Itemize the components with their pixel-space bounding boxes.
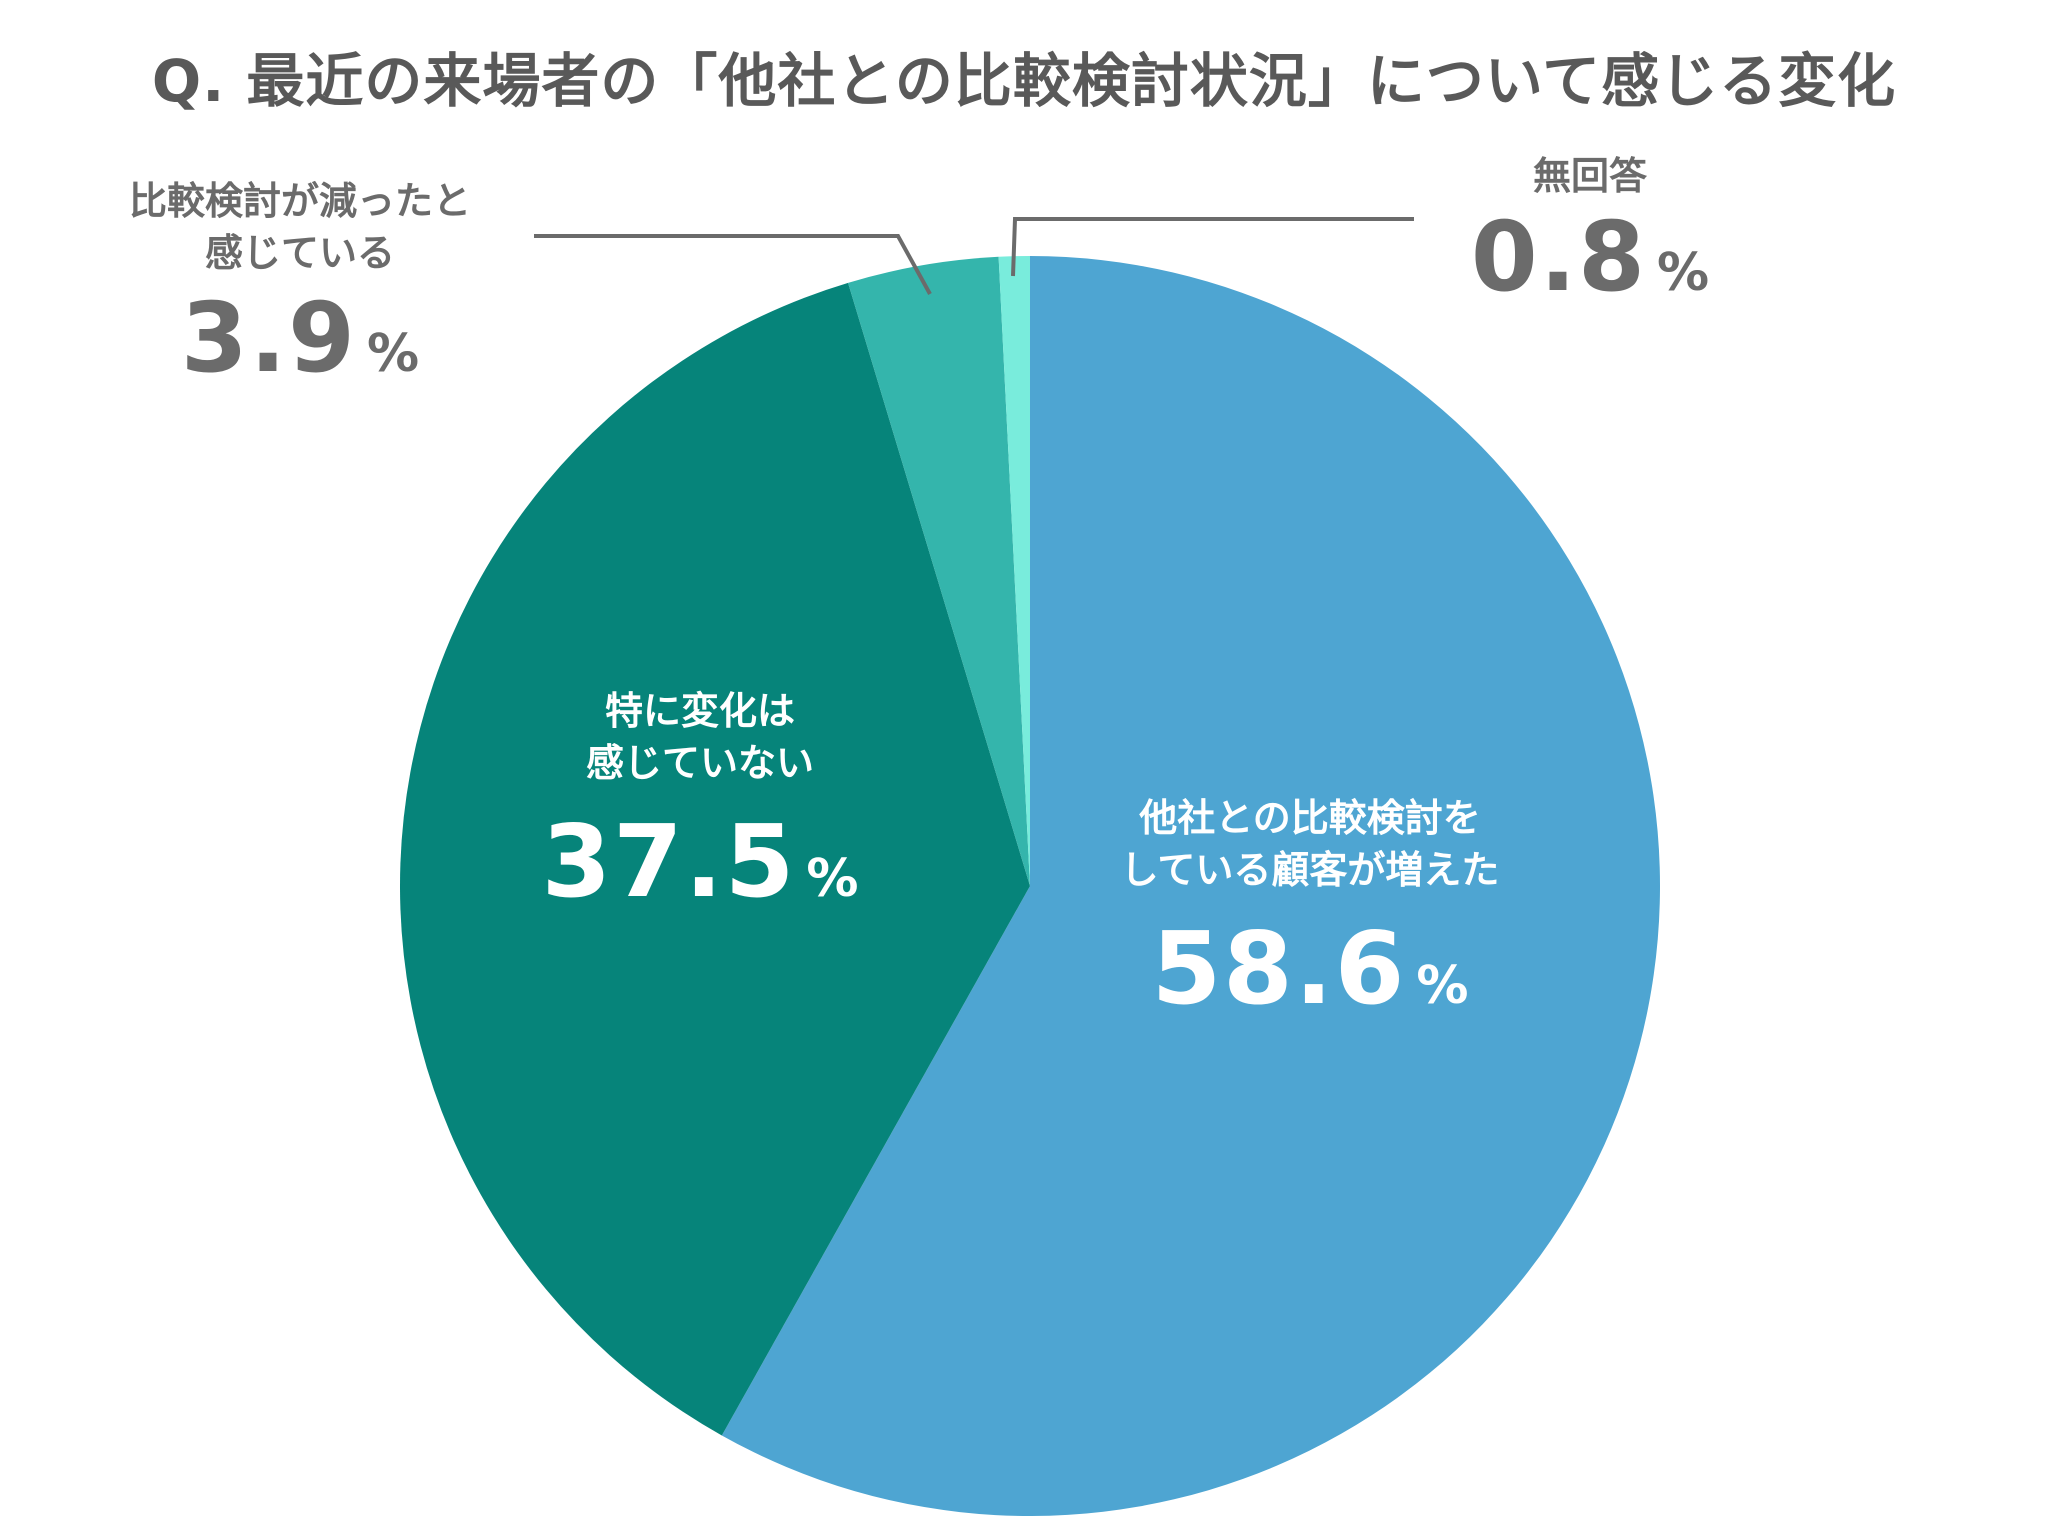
slice-label-no-change-line1: 特に変化は: [604, 689, 795, 733]
slice-no-change: [400, 282, 1030, 1436]
slice-unit-no-change: %: [806, 849, 859, 909]
slice-value-increased: 58.6: [1151, 910, 1407, 1027]
slice-label-no-change: 特に変化は 感じていない 37.5%: [500, 685, 900, 917]
slice-unit-decreased: %: [366, 324, 420, 384]
slice-label-increased-line2: している顧客が増えた: [1120, 848, 1500, 892]
slice-label-increased: 他社との比較検討を している顧客が増えた 58.6%: [1090, 792, 1530, 1024]
slice-no-answer: [998, 256, 1030, 886]
slice-label-no-answer: 無回答 0.8%: [1430, 150, 1750, 312]
slice-label-increased-line1: 他社との比較検討を: [1139, 796, 1481, 840]
slice-label-decreased-line2: 感じている: [204, 231, 395, 275]
slice-unit-no-answer: %: [1656, 243, 1710, 303]
leader-line-decreased: [534, 234, 932, 295]
slice-label-decreased-line1: 比較検討が減ったと: [128, 179, 471, 223]
slice-unit-increased: %: [1416, 956, 1469, 1016]
slice-value-no-change: 37.5: [541, 803, 797, 920]
slice-value-decreased: 3.9: [180, 282, 357, 394]
slice-label-no-answer-line1: 無回答: [1532, 154, 1647, 198]
slice-increased: [721, 256, 1660, 1516]
slice-decreased: [848, 256, 1030, 886]
leader-line-no-answer: [1011, 217, 1414, 277]
slice-label-decreased: 比較検討が減ったと 感じている 3.9%: [80, 175, 520, 393]
slice-label-no-change-line2: 感じていない: [585, 741, 814, 785]
chart-title: Q. 最近の来場者の「他社との比較検討状況」について感じる変化: [151, 47, 1897, 115]
slice-value-no-answer: 0.8: [1470, 201, 1647, 313]
